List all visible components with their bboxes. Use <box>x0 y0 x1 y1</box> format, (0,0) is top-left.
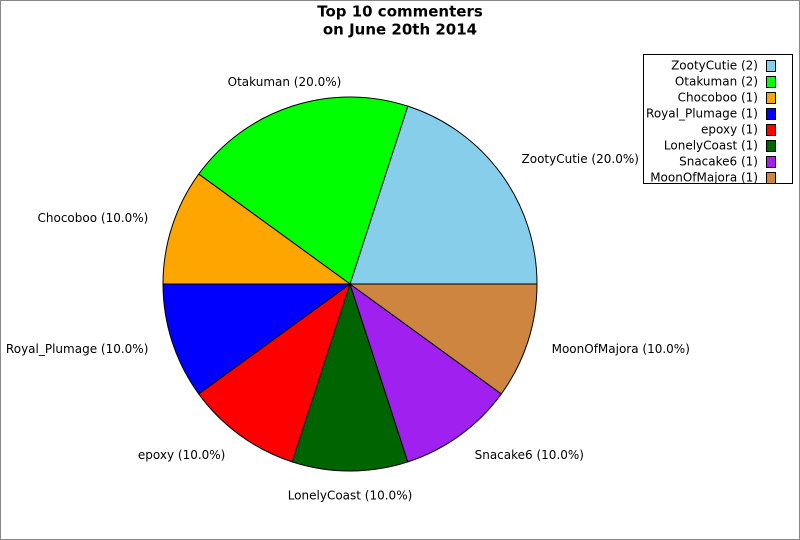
legend-swatch <box>766 108 776 120</box>
legend-label: epoxy (1) <box>701 123 758 137</box>
slice-label: MoonOfMajora (10.0%) <box>552 342 690 356</box>
pie-slice <box>162 283 352 395</box>
pie-slice <box>162 173 352 285</box>
legend-label: Chocoboo (1) <box>678 91 758 105</box>
slice-label: Royal_Plumage (10.0%) <box>6 342 148 356</box>
pie-slice <box>349 282 502 463</box>
legend-label: Royal_Plumage (1) <box>646 107 758 121</box>
legend-label: Otakuman (2) <box>675 75 758 89</box>
legend-swatch <box>766 124 776 136</box>
pie-slice <box>348 283 538 395</box>
pie-slice <box>198 282 351 463</box>
slice-label: LonelyCoast (10.0%) <box>288 489 413 503</box>
legend-label: Snacake6 (1) <box>679 155 758 169</box>
legend-label: LonelyCoast (1) <box>664 139 758 153</box>
slice-label: Snacake6 (10.0%) <box>475 448 584 462</box>
chart-title: Top 10 commenters <box>317 3 483 21</box>
legend-swatch <box>766 76 776 88</box>
legend-swatch <box>766 172 776 184</box>
legend-swatch <box>766 156 776 168</box>
pie-slice <box>291 282 409 472</box>
legend-swatch <box>766 60 776 72</box>
slice-label: epoxy (10.0%) <box>138 448 225 462</box>
pie-slice <box>198 96 409 285</box>
slice-label: ZootyCutie (20.0%) <box>522 152 639 166</box>
legend-swatch <box>766 92 776 104</box>
legend-label: MoonOfMajora (1) <box>650 171 758 185</box>
pie-slice <box>349 105 538 285</box>
slice-label: Otakuman (20.0%) <box>228 75 342 89</box>
legend-label: ZootyCutie (2) <box>671 59 758 73</box>
chart-subtitle: on June 20th 2014 <box>323 21 477 39</box>
legend-swatch <box>766 140 776 152</box>
slice-label: Chocoboo (10.0%) <box>38 211 149 225</box>
